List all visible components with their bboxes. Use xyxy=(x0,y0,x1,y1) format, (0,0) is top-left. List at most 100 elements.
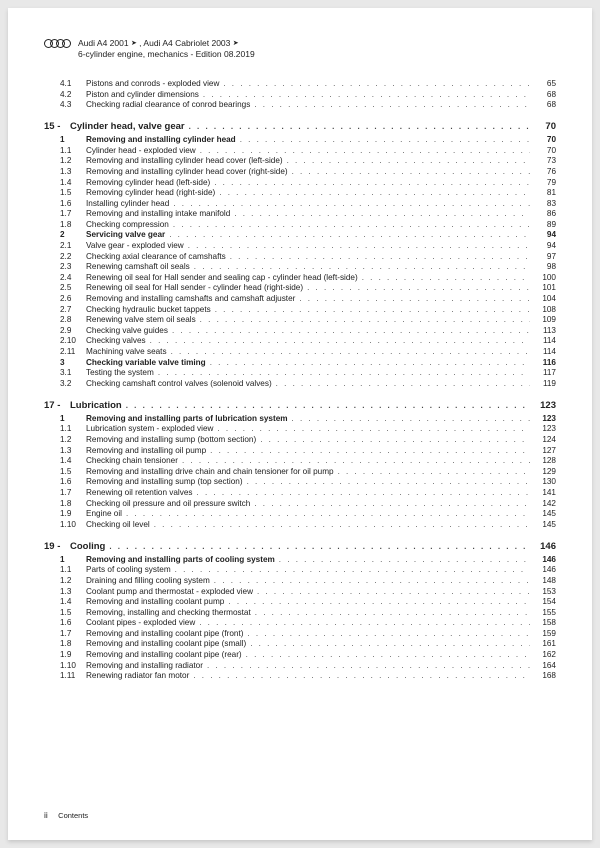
toc-title: Removing and installing cylinder head co… xyxy=(84,156,283,165)
toc-row-sub: 1.7Removing and installing coolant pipe … xyxy=(44,629,556,638)
toc-row-sub: 1.2Removing and installing cylinder head… xyxy=(44,156,556,165)
toc-leader-dots: . . . . . . . . . . . . . . . . . . . . … xyxy=(126,509,530,518)
toc-page: 124 xyxy=(534,435,556,444)
toc-page: 142 xyxy=(534,499,556,508)
toc-leader-dots: . . . . . . . . . . . . . . . . . . . . … xyxy=(203,90,530,99)
toc-number: 3.2 xyxy=(44,379,84,388)
toc-number: 2 xyxy=(44,230,84,239)
play-icon: ➤ xyxy=(233,39,239,48)
toc-row-sub: 2.9Checking valve guides . . . . . . . .… xyxy=(44,326,556,335)
toc-page: 73 xyxy=(534,156,556,165)
toc-title: Checking camshaft control valves (soleno… xyxy=(84,379,272,388)
toc-title: Removing cylinder head (right-side) xyxy=(84,188,215,197)
toc-page: 162 xyxy=(534,650,556,659)
toc-number: 1.2 xyxy=(44,156,84,165)
toc-page: 119 xyxy=(534,379,556,388)
toc-leader-dots: . . . . . . . . . . . . . . . . . . . . … xyxy=(171,347,530,356)
toc-row-sub: 1.8Checking compression . . . . . . . . … xyxy=(44,220,556,229)
toc-number: 1.1 xyxy=(44,565,84,574)
ring-icon xyxy=(62,39,71,48)
toc-page: 70 xyxy=(534,121,556,132)
toc-title: Coolant pump and thermostat - exploded v… xyxy=(84,587,253,596)
toc-page: 141 xyxy=(534,488,556,497)
toc-row-sub: 1.8Checking oil pressure and oil pressur… xyxy=(44,499,556,508)
toc-title: Lubrication xyxy=(68,400,122,411)
toc-number: 1.8 xyxy=(44,639,84,648)
toc-page: 148 xyxy=(534,576,556,585)
toc-leader-dots: . . . . . . . . . . . . . . . . . . . . … xyxy=(126,401,530,410)
toc-row-sub: 1.3Removing and installing cylinder head… xyxy=(44,167,556,176)
toc-number: 1.3 xyxy=(44,446,84,455)
toc-page: 83 xyxy=(534,199,556,208)
toc-page: 128 xyxy=(534,456,556,465)
toc-row-sub: 1.9Engine oil . . . . . . . . . . . . . … xyxy=(44,509,556,518)
toc-row-sub: 3.1Testing the system . . . . . . . . . … xyxy=(44,368,556,377)
toc-number: 1.10 xyxy=(44,520,84,529)
toc-page: 76 xyxy=(534,167,556,176)
toc-leader-dots: . . . . . . . . . . . . . . . . . . . . … xyxy=(210,446,530,455)
toc-page: 158 xyxy=(534,618,556,627)
toc-row-sub: 1.1Cylinder head - exploded view . . . .… xyxy=(44,146,556,155)
toc-title: Checking axial clearance of camshafts xyxy=(84,252,226,261)
toc-number: 1.6 xyxy=(44,477,84,486)
toc-page: 79 xyxy=(534,178,556,187)
toc-title: Testing the system xyxy=(84,368,154,377)
toc-page: 146 xyxy=(534,541,556,552)
toc-leader-dots: . . . . . . . . . . . . . . . . . . . . … xyxy=(169,230,530,239)
toc-number: 1.3 xyxy=(44,167,84,176)
toc-title: Removing and installing cylinder head co… xyxy=(84,167,288,176)
toc-page: 159 xyxy=(534,629,556,638)
toc-title: Piston and cylinder dimensions xyxy=(84,90,199,99)
toc-title: Valve gear - exploded view xyxy=(84,241,184,250)
toc-page: 70 xyxy=(534,135,556,144)
toc-row-sec: 1Removing and installing cylinder head .… xyxy=(44,135,556,144)
toc-row-sub: 2.6Removing and installing camshafts and… xyxy=(44,294,556,303)
toc-title: Removing and installing coolant pipe (fr… xyxy=(84,629,243,638)
toc-page: 123 xyxy=(534,400,556,411)
toc-page: 113 xyxy=(534,326,556,335)
toc-row-sub: 2.10Checking valves . . . . . . . . . . … xyxy=(44,336,556,345)
toc-number: 1.8 xyxy=(44,220,84,229)
toc-title: Checking variable valve timing xyxy=(84,358,206,367)
toc-leader-dots: . . . . . . . . . . . . . . . . . . . . … xyxy=(279,555,530,564)
toc-page: 94 xyxy=(534,230,556,239)
toc-number: 2.5 xyxy=(44,283,84,292)
toc-row-sub: 2.5Renewing oil seal for Hall sender - c… xyxy=(44,283,556,292)
toc-page: 123 xyxy=(534,414,556,423)
toc-leader-dots: . . . . . . . . . . . . . . . . . . . . … xyxy=(247,629,530,638)
toc-leader-dots: . . . . . . . . . . . . . . . . . . . . … xyxy=(214,576,530,585)
page-header: Audi A4 2001 ➤ , Audi A4 Cabriolet 2003 … xyxy=(44,38,556,61)
toc-leader-dots: . . . . . . . . . . . . . . . . . . . . … xyxy=(247,477,530,486)
toc-title: Renewing oil retention valves xyxy=(84,488,193,497)
toc-title: Pistons and conrods - exploded view xyxy=(84,79,219,88)
toc-number: 1.3 xyxy=(44,587,84,596)
toc-leader-dots: . . . . . . . . . . . . . . . . . . . . … xyxy=(254,499,530,508)
toc-leader-dots: . . . . . . . . . . . . . . . . . . . . … xyxy=(362,273,530,282)
toc-page: 153 xyxy=(534,587,556,596)
toc-number: 1.6 xyxy=(44,618,84,627)
toc-row-sec: 1Removing and installing parts of lubric… xyxy=(44,414,556,423)
toc-row-sub: 4.3Checking radial clearance of conrod b… xyxy=(44,100,556,109)
toc-title: Cooling xyxy=(68,541,105,552)
toc-number: 19 - xyxy=(44,541,68,552)
toc-page: 81 xyxy=(534,188,556,197)
toc-row-sub: 1.6Installing cylinder head . . . . . . … xyxy=(44,199,556,208)
toc-leader-dots: . . . . . . . . . . . . . . . . . . . . … xyxy=(228,597,530,606)
toc-title: Checking radial clearance of conrod bear… xyxy=(84,100,250,109)
toc-leader-dots: . . . . . . . . . . . . . . . . . . . . … xyxy=(307,283,530,292)
toc-leader-dots: . . . . . . . . . . . . . . . . . . . . … xyxy=(255,608,530,617)
toc-number: 1.4 xyxy=(44,597,84,606)
toc-leader-dots: . . . . . . . . . . . . . . . . . . . . … xyxy=(154,520,530,529)
toc-number: 2.8 xyxy=(44,315,84,324)
toc-leader-dots: . . . . . . . . . . . . . . . . . . . . … xyxy=(200,146,530,155)
toc-row-sub: 1.6Removing and installing sump (top sec… xyxy=(44,477,556,486)
toc-title: Removing and installing coolant pipe (re… xyxy=(84,650,242,659)
toc-title: Removing, installing and checking thermo… xyxy=(84,608,251,617)
toc-leader-dots: . . . . . . . . . . . . . . . . . . . . … xyxy=(260,435,530,444)
toc-row-sub: 1.11Renewing radiator fan motor . . . . … xyxy=(44,671,556,680)
toc-number: 1.8 xyxy=(44,499,84,508)
toc-page: 145 xyxy=(534,520,556,529)
toc-page: 168 xyxy=(534,671,556,680)
toc-number: 1.7 xyxy=(44,209,84,218)
toc-leader-dots: . . . . . . . . . . . . . . . . . . . . … xyxy=(250,639,530,648)
